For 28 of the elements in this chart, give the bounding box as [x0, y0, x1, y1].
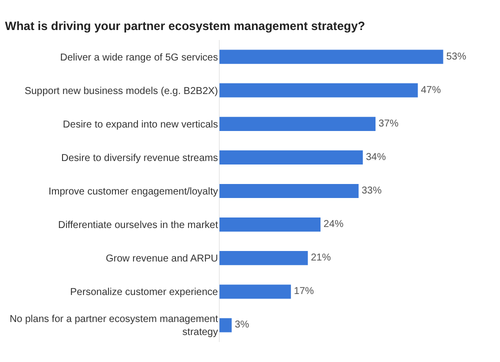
bar	[219, 251, 308, 266]
y-tick-label: Personalize customer experience	[70, 287, 218, 298]
y-tick-label: Deliver a wide range of 5G services	[60, 52, 218, 64]
y-tick-label: No plans for a partner ecosystem management strategy	[10, 314, 218, 338]
bar	[219, 50, 444, 64]
y-tick-label: Improve customer engagement/loyalty	[48, 186, 218, 198]
bar	[219, 150, 363, 164]
chart-title: What is driving your partner ecosystem management strategy?	[5, 19, 366, 34]
y-tick-label: Grow revenue and ARPU	[106, 254, 218, 265]
data-label: 53%	[446, 51, 466, 62]
bar	[219, 83, 418, 98]
bar	[219, 218, 321, 232]
bar	[219, 318, 232, 332]
data-label: 21%	[310, 252, 331, 264]
bar	[219, 184, 359, 198]
bar	[219, 284, 291, 299]
data-label: 34%	[366, 152, 386, 163]
data-label: 3%	[234, 320, 250, 331]
y-tick-label: Desire to diversify revenue streams	[61, 152, 218, 164]
data-label: 47%	[420, 84, 441, 96]
data-label: 24%	[324, 219, 344, 230]
y-tick-label: Support new business models (e.g. B2B2X)	[24, 86, 218, 97]
y-tick-label: Desire to expand into new verticals	[62, 119, 218, 130]
bar	[219, 116, 376, 131]
data-label: 17%	[294, 286, 314, 298]
data-label: 37%	[378, 118, 399, 130]
data-label: 33%	[362, 186, 382, 196]
y-tick-label: Differentiate ourselves in the market	[58, 220, 218, 232]
